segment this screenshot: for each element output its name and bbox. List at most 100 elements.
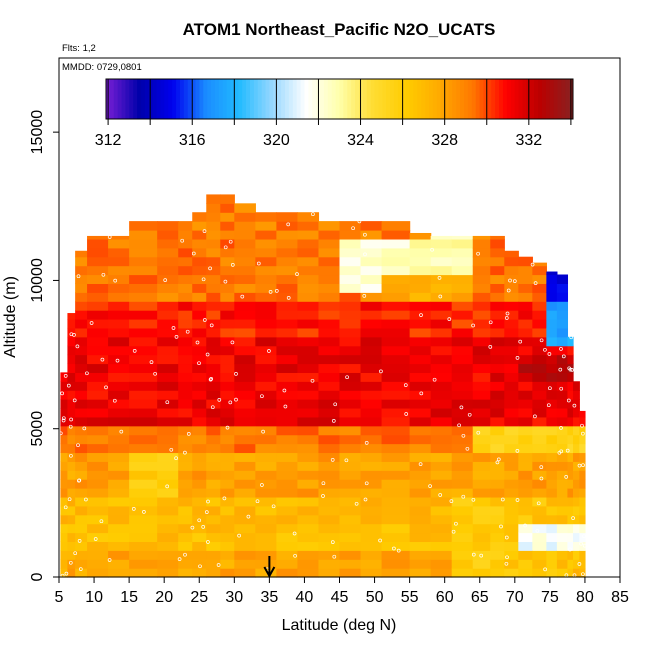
heatmap-cell [339, 363, 362, 373]
x-tick-label: 30 [225, 589, 243, 606]
sample-point [149, 360, 154, 364]
heatmap-cell [220, 390, 235, 400]
heatmap-cell [381, 399, 411, 409]
heatmap-cell [339, 256, 362, 267]
heatmap-cell [490, 496, 505, 507]
heatmap-cell [409, 238, 432, 249]
heatmap-cell [518, 523, 533, 534]
sample-point [63, 374, 68, 378]
heatmap-cell [192, 238, 207, 249]
sample-point [113, 278, 118, 283]
sample-point [228, 400, 233, 405]
heatmap-cell [573, 550, 580, 560]
colorbar-swatch [261, 79, 267, 119]
heatmap-cell [409, 256, 432, 267]
heatmap-cell [108, 327, 130, 338]
heatmap-cell [255, 470, 277, 480]
heatmap-cell [339, 532, 362, 543]
heatmap-cell [409, 523, 432, 534]
heatmap-cell [75, 514, 88, 525]
heatmap-cell [573, 443, 580, 454]
heatmap-cell [129, 292, 158, 302]
heatmap-cell [546, 443, 558, 454]
heatmap-cell [255, 425, 277, 436]
heatmap-cell [67, 532, 76, 543]
heatmap-cell [178, 461, 193, 471]
sample-point [539, 476, 544, 481]
heatmap-cell [318, 318, 341, 329]
colorbar-swatch [347, 79, 352, 119]
sample-point [457, 423, 461, 428]
heatmap-cell [430, 407, 453, 418]
heatmap-cell [472, 434, 491, 445]
heatmap-cell [451, 568, 474, 578]
sample-point [404, 412, 409, 416]
x-tick-label: 40 [296, 589, 314, 606]
heatmap-cell [546, 274, 558, 284]
heatmap-cell [381, 568, 411, 578]
heatmap-cell [129, 221, 158, 231]
heatmap-cell [567, 532, 574, 543]
sample-point [209, 323, 214, 328]
heatmap-cell [573, 434, 580, 445]
heatmap-cell [220, 488, 235, 498]
heatmap-cell [192, 301, 207, 311]
heatmap-cell [360, 568, 383, 578]
sample-point [69, 417, 73, 422]
sample-point [438, 493, 443, 497]
heatmap-cell [490, 532, 505, 543]
colorbar-swatch [156, 79, 161, 119]
heatmap-cell [430, 399, 453, 409]
sample-point [321, 494, 325, 498]
heatmap-cell [318, 479, 341, 489]
heatmap-cell [451, 274, 474, 284]
heatmap-cell [276, 310, 299, 320]
heatmap-cell [297, 461, 320, 471]
sample-point [61, 418, 66, 423]
colorbar-swatch [358, 79, 364, 119]
heatmap-cell [234, 452, 256, 462]
heatmap-cell [234, 301, 256, 311]
heatmap-cell [518, 274, 533, 284]
heatmap-cell [532, 559, 547, 569]
heatmap-cell [579, 505, 586, 516]
heatmap-cell [504, 505, 519, 516]
heatmap-cell [556, 416, 569, 427]
heatmap-cell [220, 274, 235, 284]
sample-point [208, 266, 212, 271]
heatmap-cell [297, 416, 320, 427]
sample-point [234, 372, 238, 376]
heatmap-cell [178, 292, 193, 302]
sample-point [78, 567, 83, 571]
sample-point [437, 276, 442, 280]
heatmap-cell [220, 470, 235, 480]
heatmap-cell [178, 381, 193, 391]
heatmap-cell [192, 532, 207, 543]
heatmap-cell [339, 434, 362, 445]
heatmap-cell [234, 372, 256, 382]
heatmap-cell [472, 381, 491, 391]
heatmap-cell [490, 550, 505, 560]
heatmap-cell [504, 434, 519, 445]
heatmap-cell [573, 541, 580, 551]
heatmap-cell [490, 372, 505, 382]
heatmap-cell [490, 238, 505, 249]
heatmap-cell [234, 230, 256, 240]
colorbar-tick-label: 332 [515, 132, 542, 149]
heatmap-cell [129, 354, 158, 365]
heatmap-cell [472, 327, 491, 338]
sample-point [345, 375, 349, 380]
sample-point [260, 394, 264, 399]
heatmap-cell [490, 407, 505, 418]
heatmap-cell [504, 532, 519, 543]
heatmap-cell [556, 274, 569, 284]
heatmap-cell [546, 461, 558, 471]
heatmap-cell [67, 505, 76, 516]
heatmap-cell [490, 399, 505, 409]
sample-point [274, 289, 279, 293]
heatmap-cell [546, 470, 558, 480]
heatmap-cell [206, 256, 221, 267]
heatmap-cell [297, 452, 320, 462]
colorbar-swatch [296, 79, 302, 119]
heatmap-cell [276, 238, 299, 249]
